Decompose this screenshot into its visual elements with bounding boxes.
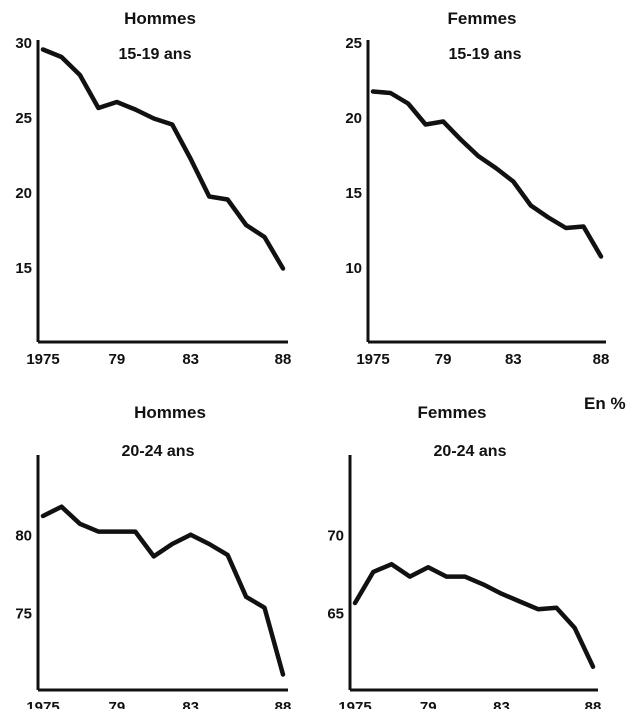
chart-panel-2: Femmes 15-19 ans 10 15 20 25 1975 79 83 88 xyxy=(345,9,609,368)
x-tick-label: 83 xyxy=(493,699,510,709)
chart-panel-4: Femmes 20-24 ans 65 70 1975 79 83 88 xyxy=(327,403,601,709)
x-tick-label: 79 xyxy=(420,699,437,709)
x-tick-label: 1975 xyxy=(26,699,59,709)
y-tick-label: 20 xyxy=(15,185,32,202)
x-tick-label: 83 xyxy=(505,351,522,368)
x-tick-label: 79 xyxy=(109,351,126,368)
chart-title: Hommes xyxy=(124,9,196,28)
chart-subtitle: 15-19 ans xyxy=(119,46,192,63)
chart-subtitle: 20-24 ans xyxy=(122,443,195,460)
x-tick-label: 88 xyxy=(593,351,610,368)
y-tick-label: 75 xyxy=(15,605,32,622)
series-line xyxy=(40,504,286,677)
x-tick-label: 79 xyxy=(109,699,126,709)
chart-title: Femmes xyxy=(418,403,487,422)
x-tick-label: 1975 xyxy=(338,699,371,709)
chart-title: Femmes xyxy=(448,9,517,28)
x-tick-label: 83 xyxy=(182,699,199,709)
x-tick-label: 88 xyxy=(275,699,292,709)
series-line xyxy=(370,89,604,259)
y-tick-label: 15 xyxy=(345,185,362,202)
y-tick-label: 80 xyxy=(15,528,32,545)
chart-subtitle: 20-24 ans xyxy=(434,443,507,460)
series-line xyxy=(40,47,286,271)
y-tick-label: 15 xyxy=(15,260,32,277)
x-tick-label: 1975 xyxy=(26,351,59,368)
series-line xyxy=(352,561,596,669)
y-tick-label: 65 xyxy=(327,605,344,622)
chart-panel-1: Hommes 15-19 ans 15 20 25 30 1975 79 83 88 xyxy=(15,9,291,368)
y-tick-label: 25 xyxy=(345,35,362,52)
chart-subtitle: 15-19 ans xyxy=(449,46,522,63)
x-tick-label: 1975 xyxy=(356,351,389,368)
x-tick-label: 79 xyxy=(435,351,452,368)
y-tick-label: 30 xyxy=(15,35,32,52)
y-tick-label: 25 xyxy=(15,110,32,127)
x-tick-label: 83 xyxy=(182,351,199,368)
unit-label: En % xyxy=(584,394,626,413)
chart-title: Hommes xyxy=(134,403,206,422)
x-tick-label: 88 xyxy=(275,351,292,368)
y-tick-label: 20 xyxy=(345,110,362,127)
chart-panel-3: Hommes 20-24 ans 75 80 1975 79 83 88 xyxy=(15,403,291,709)
y-tick-label: 70 xyxy=(327,528,344,545)
x-tick-label: 88 xyxy=(585,699,602,709)
y-tick-label: 10 xyxy=(345,260,362,277)
